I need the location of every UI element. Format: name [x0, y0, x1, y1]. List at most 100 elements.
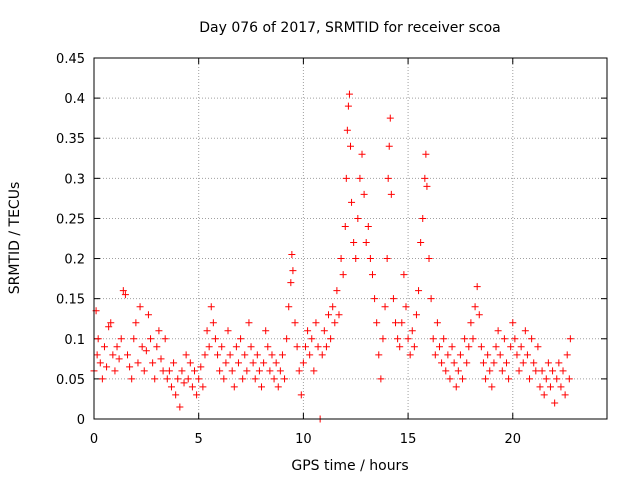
data-point	[454, 367, 462, 375]
data-point	[325, 311, 333, 319]
data-point	[392, 319, 400, 327]
data-point	[463, 359, 471, 367]
data-point	[536, 383, 544, 391]
data-point	[249, 359, 257, 367]
data-point	[320, 327, 328, 335]
data-point	[207, 303, 215, 311]
data-point	[165, 367, 173, 375]
data-point	[371, 295, 379, 303]
data-point	[209, 319, 217, 327]
data-point	[266, 367, 274, 375]
y-tick-label: 0.4	[64, 92, 85, 107]
data-point	[299, 359, 307, 367]
data-point	[262, 327, 270, 335]
data-point	[446, 375, 454, 383]
data-point	[232, 343, 240, 351]
data-point	[461, 335, 469, 343]
data-point	[542, 375, 550, 383]
data-point	[502, 359, 510, 367]
data-point	[566, 335, 574, 343]
data-point	[151, 375, 159, 383]
y-axis-label: SRMTID / TECUs	[7, 182, 23, 295]
data-point	[193, 391, 201, 399]
data-point	[341, 222, 349, 230]
data-point	[100, 343, 108, 351]
data-point	[333, 287, 341, 295]
data-point	[136, 303, 144, 311]
data-point	[98, 375, 106, 383]
data-point	[144, 311, 152, 319]
data-point	[494, 327, 502, 335]
x-axis-label: GPS time / hours	[291, 458, 408, 474]
data-point	[241, 351, 249, 359]
data-point	[530, 359, 538, 367]
data-point	[469, 335, 477, 343]
data-point	[389, 295, 397, 303]
data-point	[438, 359, 446, 367]
data-point	[410, 343, 418, 351]
data-point	[329, 303, 337, 311]
data-point	[234, 359, 242, 367]
data-point	[412, 311, 420, 319]
data-point	[406, 351, 414, 359]
data-point	[347, 142, 354, 150]
data-point	[563, 351, 571, 359]
data-point	[381, 303, 389, 311]
data-point	[327, 335, 335, 343]
data-point	[368, 271, 376, 279]
data-point	[384, 174, 392, 182]
x-tick-label: 20	[505, 432, 522, 447]
data-point	[442, 367, 450, 375]
data-point	[358, 150, 366, 158]
data-point	[134, 359, 142, 367]
data-point	[178, 367, 186, 375]
data-point	[155, 327, 163, 335]
data-point	[109, 351, 117, 359]
y-tick-label: 0.2	[64, 253, 85, 268]
data-point	[195, 375, 203, 383]
data-point	[268, 351, 276, 359]
data-point	[383, 255, 391, 263]
x-tick-label: 0	[90, 432, 98, 447]
data-point	[287, 279, 295, 287]
data-point	[274, 383, 282, 391]
data-point	[379, 335, 387, 343]
data-point	[521, 327, 529, 335]
data-point	[260, 359, 268, 367]
data-point	[96, 359, 104, 367]
data-point	[288, 251, 296, 259]
data-point	[107, 319, 115, 327]
data-point	[354, 214, 362, 222]
data-point	[226, 351, 234, 359]
data-point	[126, 363, 134, 371]
data-point	[117, 335, 125, 343]
data-point	[427, 295, 435, 303]
y-tick-label: 0.3	[64, 172, 85, 187]
y-tick-label: 0.25	[56, 212, 85, 227]
data-point	[360, 190, 368, 198]
data-point	[528, 335, 536, 343]
data-point	[205, 343, 213, 351]
data-point	[128, 375, 136, 383]
data-point	[264, 343, 272, 351]
axes: 0 0.05 0.1 0.15 0.2 0.25 0.3 0.35 0.4 0.45 0 5 10 15 2…	[56, 52, 607, 447]
data-point	[121, 291, 129, 299]
data-point	[517, 343, 525, 351]
data-point	[211, 335, 219, 343]
data-point	[253, 351, 261, 359]
data-point	[111, 367, 119, 375]
data-point	[312, 319, 320, 327]
data-point	[377, 375, 385, 383]
data-point	[526, 375, 534, 383]
data-point	[199, 383, 207, 391]
y-tick-label: 0.1	[64, 333, 85, 348]
data-point	[237, 335, 245, 343]
data-point	[523, 351, 531, 359]
data-point	[352, 255, 360, 263]
data-point	[149, 359, 157, 367]
data-point	[459, 375, 467, 383]
data-point	[247, 343, 255, 351]
data-point	[245, 319, 253, 327]
data-point	[366, 255, 374, 263]
